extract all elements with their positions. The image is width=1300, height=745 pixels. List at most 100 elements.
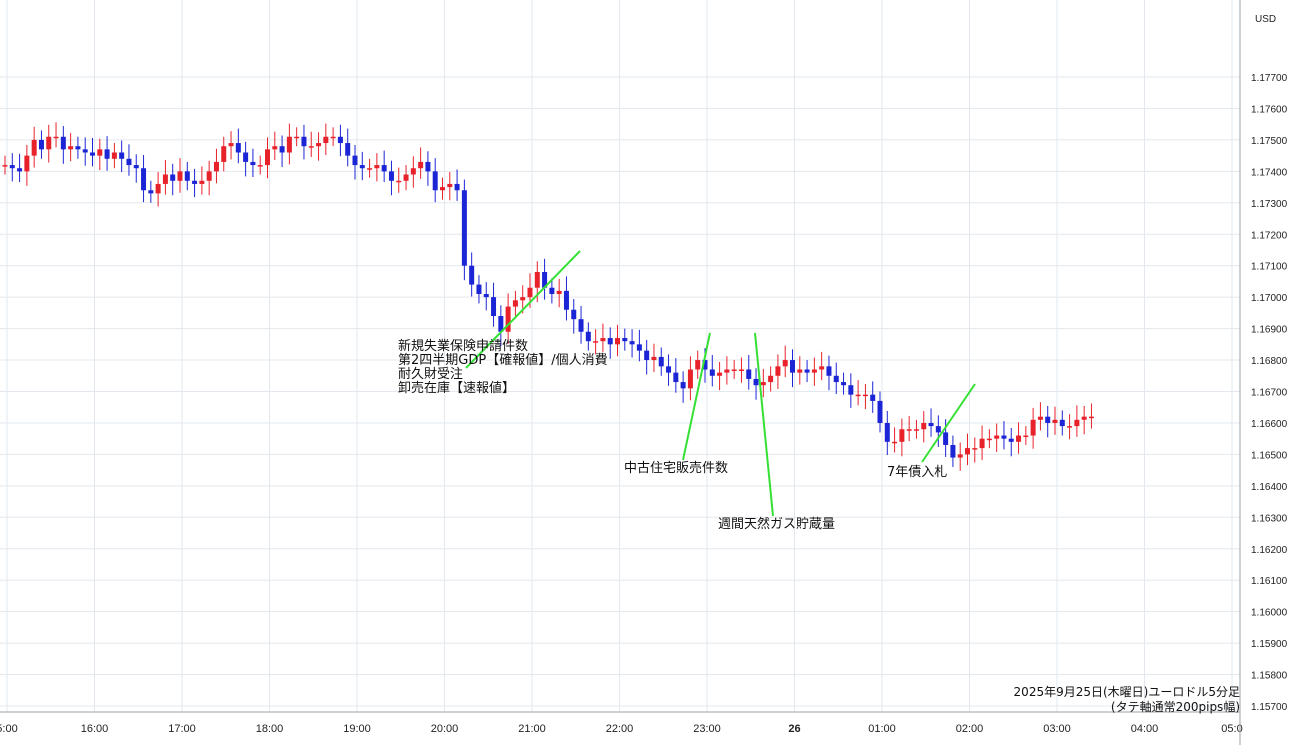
candle-body [1052, 419, 1058, 423]
candle-body [24, 155, 30, 172]
candle-body [60, 136, 66, 150]
candle-body [396, 180, 402, 183]
candle-body [1081, 416, 1087, 420]
x-tick-label: 22:00 [606, 723, 634, 735]
candle-body [308, 146, 314, 148]
candle-body [724, 369, 730, 373]
candle-body [870, 394, 876, 401]
candle-body [235, 143, 241, 153]
candle-body [440, 187, 445, 191]
candle-body [935, 426, 941, 433]
y-tick-label: 1.16700 [1251, 388, 1288, 399]
candle-body [534, 272, 540, 288]
annotation-line: 7年債入札 [887, 465, 948, 480]
y-tick-label: 1.15800 [1251, 671, 1288, 682]
y-tick-label: 1.16200 [1251, 545, 1288, 556]
candle-body [272, 146, 278, 150]
candle-body [250, 161, 256, 166]
candle-body [337, 136, 343, 144]
caption-line-1: 2025年9月25日(木曜日)ユーロドル5分足 [1013, 685, 1240, 699]
candle-body [46, 136, 52, 150]
candle-body [520, 297, 526, 301]
candle-body [753, 378, 759, 386]
candle-body [461, 190, 467, 266]
candle-body [913, 429, 919, 431]
y-tick-label: 1.17200 [1251, 230, 1288, 241]
candle-body [877, 400, 883, 423]
candle-body [826, 366, 832, 376]
candle-body [1023, 435, 1029, 438]
x-tick-label: 5:00 [0, 723, 18, 735]
y-tick-label: 1.17600 [1251, 104, 1288, 115]
candle-body [600, 338, 606, 342]
caption-line-2: (タテ軸通常200pips幅) [1110, 700, 1240, 714]
candle-body [549, 287, 555, 295]
candle-body [709, 369, 715, 376]
y-tick-label: 1.16400 [1251, 482, 1288, 493]
candle-body [811, 369, 817, 373]
candle-body [965, 448, 970, 455]
candle-body [921, 422, 927, 430]
candle-body [483, 294, 489, 298]
candle-body [192, 180, 198, 184]
candle-body [571, 309, 577, 320]
candle-body [593, 341, 599, 343]
candle-body [1037, 416, 1043, 420]
candle-body [782, 360, 788, 367]
candle-body [359, 165, 365, 169]
candle-body [17, 168, 23, 172]
candle-body [994, 435, 1000, 439]
x-tick-label: 16:00 [81, 723, 109, 735]
candle-body [294, 136, 300, 139]
candle-body [680, 382, 686, 389]
candle-body [687, 369, 693, 389]
y-tick-label: 1.16300 [1251, 513, 1288, 524]
candle-body [527, 287, 533, 298]
candle-body [345, 143, 351, 156]
candle-body [563, 290, 569, 310]
x-tick-label: 21:00 [518, 723, 546, 735]
candle-body [651, 356, 657, 361]
y-tick-label: 1.16000 [1251, 608, 1288, 619]
candle-body [629, 341, 635, 345]
candle-body [454, 183, 460, 191]
candle-body [1059, 419, 1065, 427]
x-tick-label: 26 [788, 723, 800, 735]
y-tick-label: 1.17400 [1251, 167, 1288, 178]
candle-body [760, 382, 766, 386]
candle-body [162, 174, 168, 184]
candle-body [775, 366, 781, 376]
y-tick-label: 1.15700 [1251, 702, 1288, 713]
candle-body [717, 372, 723, 376]
candle-body [133, 165, 139, 169]
candle-body [892, 441, 898, 444]
candle-body [1067, 426, 1073, 428]
y-tick-label: 1.17700 [1251, 73, 1288, 84]
annotation-pointer-line [921, 383, 976, 463]
x-tick-label: 02:00 [956, 723, 984, 735]
annotation-line-4: 卸売在庫【速報値】 [398, 381, 516, 396]
candle-body [410, 168, 416, 175]
candle-body [644, 350, 650, 361]
candle-body [53, 136, 59, 139]
x-tick-label: 04:00 [1131, 723, 1159, 735]
annotation-line: 週間天然ガス貯蔵量 [718, 517, 836, 532]
candle-body [31, 139, 37, 156]
annotation-label-4: 7年債入札 [887, 466, 947, 480]
y-tick-label: 1.17100 [1251, 262, 1288, 273]
y-tick-label: 1.17500 [1251, 136, 1288, 147]
candle-body [75, 146, 81, 150]
x-tick-label: 23:00 [693, 723, 721, 735]
candle-body [221, 146, 227, 162]
annotation-pointer-line [682, 332, 711, 461]
candle-body [403, 174, 409, 181]
candle-body [556, 290, 562, 295]
candle-body [38, 139, 44, 150]
candle-body [301, 136, 307, 147]
candle-body [928, 422, 934, 427]
x-tick-label: 05:0 [1221, 723, 1242, 735]
candle-body [855, 394, 861, 397]
candle-body [862, 394, 868, 397]
candle-body [286, 136, 292, 153]
